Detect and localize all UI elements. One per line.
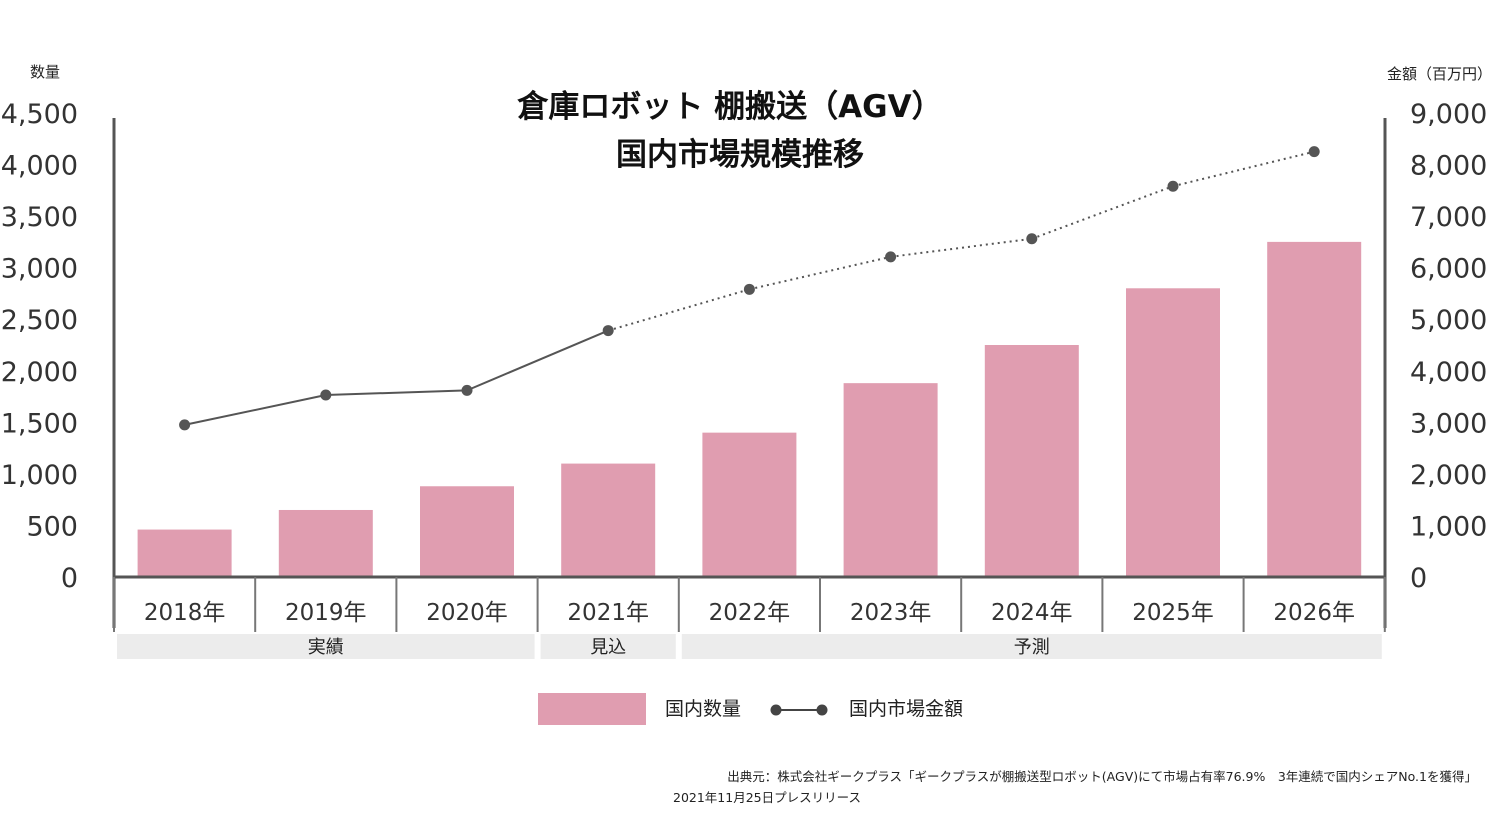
line-segment-dotted [890,237,1032,258]
right-tick-label: 7,000 [1410,202,1487,233]
left-tick-label: 3,500 [1,202,78,233]
amount-line [179,146,1320,431]
bar [420,486,514,577]
category-label: 2020年 [426,600,508,626]
left-tick-label: 1,500 [1,408,78,439]
category-label: 2023年 [850,600,932,626]
chart-title-line2: 国内市場規模推移 [616,137,864,173]
left-tick-label: 2,000 [1,357,78,388]
category-label: 2024年 [991,600,1073,626]
line-point [1308,146,1320,158]
line-point [602,325,614,337]
right-axis-label: 金額（百万円） [1387,65,1492,83]
category-label: 2019年 [285,600,367,626]
bar [561,463,656,577]
category-label: 2021年 [567,600,649,626]
source-line2: 2021年11月25日プレスリリース [673,790,861,805]
line-segment-dotted [1172,150,1315,188]
bar [702,432,797,577]
period-bands: 実績 見込 予測 [117,634,1382,659]
period-label: 予測 [1014,637,1050,658]
line-segment [325,389,468,397]
period-label: 見込 [590,637,626,658]
left-tick-label: 2,500 [1,305,78,336]
left-tick-label: 0 [61,563,78,594]
left-tick-label: 1,000 [1,460,78,491]
bar [1267,241,1362,577]
source-line1: 出典元：株式会社ギークプラス「ギークプラスが棚搬送型ロボット(AGV)にて市場占… [727,769,1477,784]
right-tick-label: 4,000 [1410,357,1487,388]
period-band [540,634,676,659]
left-ticks: 0 500 1,000 1,500 2,000 2,500 3,000 3,500 4,000 4… [1,99,78,594]
legend-line-marker-end [816,704,828,716]
line-segment-dotted [749,255,891,291]
left-tick-label: 3,000 [1,254,78,285]
left-tick-label: 4,500 [1,99,78,130]
line-segment-dotted [607,288,750,332]
right-tick-label: 6,000 [1410,254,1487,285]
line-point [885,251,897,263]
left-axis-label: 数量 [30,63,60,81]
line-point [743,283,755,295]
legend-quantity: 国内数量 [665,698,741,720]
bar [984,345,1079,577]
right-tick-label: 8,000 [1410,151,1487,182]
line-point [1026,233,1038,245]
legend-amount: 国内市場金額 [849,698,963,720]
left-tick-label: 500 [26,511,78,542]
bar [843,383,938,577]
right-tick-label: 1,000 [1410,511,1487,542]
right-tick-label: 3,000 [1410,408,1487,439]
bar [1126,288,1220,577]
line-point [461,384,473,396]
period-band [681,634,1382,659]
line-point [179,419,191,431]
right-tick-label: 9,000 [1410,99,1487,130]
bar [278,509,373,577]
category-label: 2022年 [709,600,791,626]
left-tick-label: 4,000 [1,151,78,182]
category-label: 2018年 [144,600,226,626]
line-segment [184,394,327,426]
bar [137,529,232,577]
bars [137,241,1362,577]
line-segment [466,329,609,392]
right-tick-label: 5,000 [1410,305,1487,336]
line-segment-dotted [1031,185,1174,240]
category-label: 2026年 [1273,600,1355,626]
right-tick-label: 0 [1410,563,1427,594]
line-point [320,389,332,401]
line-point [1167,180,1179,192]
period-label: 実績 [308,637,344,658]
category-label: 2025年 [1132,600,1214,626]
right-ticks: 0 1,000 2,000 3,000 4,000 5,000 6,000 7,000 8,00… [1410,99,1487,594]
category-axis: 2018年 2019年 2020年 2021年 2022年 2023年 2024年 2025年… [113,577,1386,632]
legend-line-marker-start [770,704,782,716]
legend-bar-swatch [538,693,646,725]
period-band [117,634,535,659]
right-tick-label: 2,000 [1410,460,1487,491]
chart-title-line1: 倉庫ロボット 棚搬送（AGV） [516,89,942,125]
